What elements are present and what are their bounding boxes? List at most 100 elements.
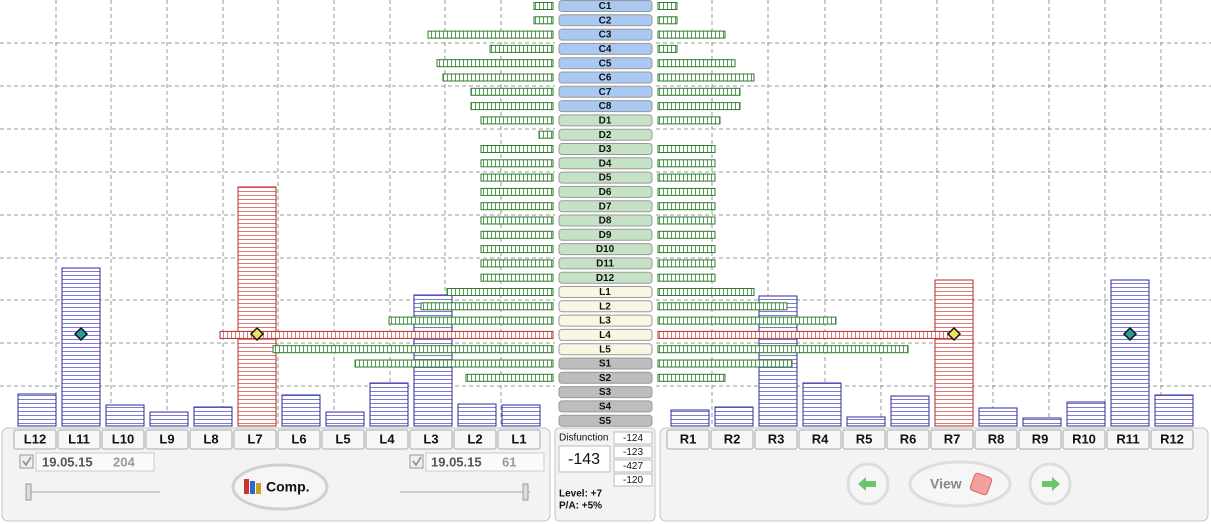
bar-left: [538, 130, 554, 139]
bar: [1110, 279, 1150, 427]
list-item: [613, 459, 653, 473]
segment-label: D5: [599, 173, 612, 184]
segment-label: L4: [599, 330, 611, 341]
bar-right: [657, 2, 678, 10]
label-box: [1106, 429, 1150, 450]
bar-label: R4: [812, 431, 829, 446]
label-box: [754, 429, 798, 450]
list-item: [613, 445, 653, 459]
segment-label: S2: [599, 373, 612, 384]
segment-label: D9: [599, 230, 612, 241]
bar-label: L12: [24, 431, 46, 446]
bar-right: [657, 345, 909, 354]
checkbox[interactable]: [409, 454, 424, 469]
segment-box: [558, 185, 653, 198]
segment-box: [558, 0, 653, 12]
bar-label: R11: [1116, 431, 1139, 446]
bar-label: L11: [68, 431, 90, 446]
bar: [1066, 401, 1106, 427]
label-box: [145, 429, 189, 450]
label-box: [321, 429, 365, 450]
segment-box: [558, 100, 653, 113]
list-item: [613, 431, 653, 445]
marker: [73, 326, 89, 342]
bar-left: [465, 373, 554, 382]
label-box: [1062, 429, 1106, 450]
level: Level: +7: [559, 489, 603, 500]
segment-box: [558, 328, 653, 341]
bar: [325, 411, 365, 427]
bar-right: [657, 302, 788, 311]
list-value: -120: [623, 475, 643, 486]
slider-thumb[interactable]: [522, 483, 529, 501]
segment-label: S5: [599, 416, 612, 427]
bar: [802, 382, 842, 427]
bar-right: [657, 316, 837, 325]
bar: [193, 406, 233, 427]
bar-left: [272, 345, 554, 354]
bar-left: [219, 330, 554, 339]
bar-left: [480, 216, 554, 225]
bar-left: [480, 145, 554, 153]
bar-right: [657, 102, 741, 111]
bar: [934, 279, 974, 427]
segment-box: [558, 14, 653, 27]
bar-label: L10: [112, 431, 134, 446]
bar-left: [480, 245, 554, 254]
bar-label: R7: [944, 431, 961, 446]
slider-thumb[interactable]: [25, 483, 32, 501]
list-value: -124: [623, 433, 643, 444]
label-box: [798, 429, 842, 450]
bar-left: [436, 59, 554, 68]
segment-box: [558, 42, 653, 55]
count: 61: [502, 454, 516, 469]
segment-box: [558, 414, 653, 427]
button-label: Comp.: [266, 479, 310, 495]
value-box: [558, 445, 611, 473]
segment-label: D11: [596, 259, 614, 270]
label-box: [497, 429, 541, 450]
bar-label: R1: [680, 431, 697, 446]
segment-box: [558, 357, 653, 370]
bar: [890, 395, 930, 427]
bar-right: [657, 273, 716, 282]
bar-left: [533, 16, 554, 25]
bar-label: L7: [247, 431, 262, 446]
label-box: [974, 429, 1018, 450]
bar-right: [657, 373, 726, 382]
bar-right: [657, 359, 793, 368]
segment-box: [558, 314, 653, 327]
label-box: [101, 429, 145, 450]
segment-box: [558, 128, 653, 141]
comp-button[interactable]: [231, 463, 329, 511]
segment-box: [558, 114, 653, 127]
bar-label: L1: [511, 431, 526, 446]
bar-label: R10: [1072, 431, 1096, 446]
segment-label: L3: [599, 316, 611, 327]
checkbox[interactable]: [19, 454, 34, 469]
bar: [978, 407, 1018, 427]
label-box: [1018, 429, 1062, 450]
label-box: [409, 429, 453, 450]
icon: [256, 483, 261, 494]
bar-left: [446, 288, 554, 296]
list-item: [613, 473, 653, 487]
icon: [244, 479, 249, 494]
segment-label: C3: [599, 30, 612, 41]
label-box: [886, 429, 930, 450]
bar-right: [657, 187, 716, 196]
bar-right: [657, 73, 755, 82]
bar-left: [442, 73, 554, 82]
segment-box: [558, 57, 653, 70]
segment-label: C7: [599, 87, 612, 98]
segment-label: C6: [599, 73, 612, 84]
bar-left: [480, 259, 554, 268]
segment-box: [558, 157, 653, 170]
bar-right: [657, 259, 716, 268]
segment-label: D4: [599, 158, 612, 169]
bar-label: R2: [724, 431, 741, 446]
segment-label: C2: [599, 15, 612, 26]
bar-left: [489, 44, 554, 53]
segment-box: [558, 300, 653, 313]
date: 19.05.15: [431, 454, 482, 469]
